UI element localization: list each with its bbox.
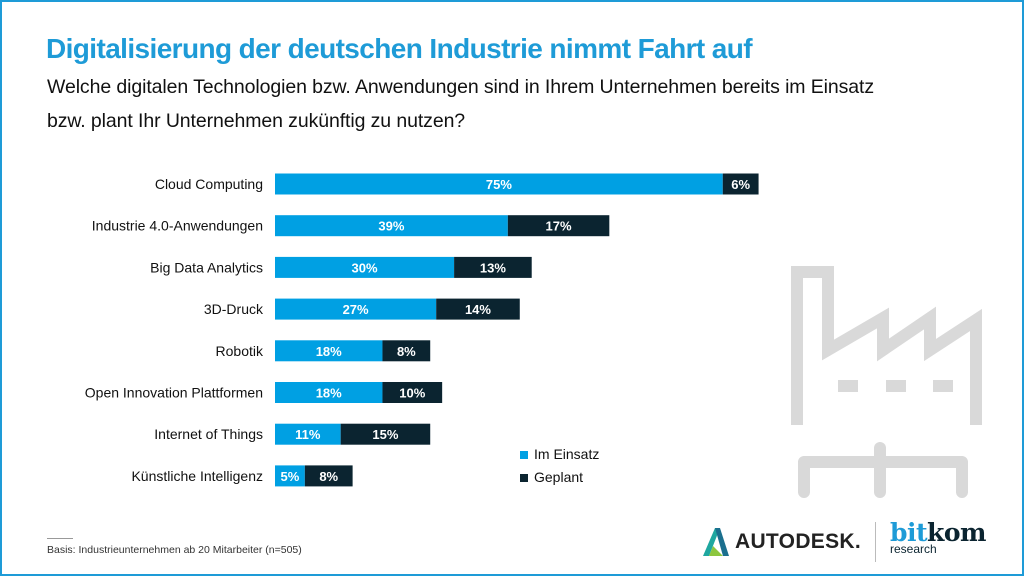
legend-swatch <box>520 451 528 460</box>
category-label: Open Innovation Plattformen <box>85 385 263 401</box>
autodesk-icon <box>703 528 729 556</box>
bar-im-einsatz <box>275 256 455 278</box>
bar-geplant <box>507 215 610 237</box>
page-title: Digitalisierung der deutschen Industrie … <box>46 33 753 64</box>
bar-geplant <box>382 340 431 362</box>
bar-im-einsatz <box>275 340 383 362</box>
data-label: 30% <box>352 260 378 275</box>
data-label: 75% <box>486 177 512 192</box>
data-label: 18% <box>316 344 342 359</box>
factory-icon <box>791 266 982 498</box>
bar-im-einsatz <box>275 423 341 445</box>
data-label: 14% <box>465 302 491 317</box>
footnote-divider <box>47 538 73 539</box>
category-label: Industrie 4.0-Anwendungen <box>92 218 263 234</box>
category-label: Cloud Computing <box>155 176 263 192</box>
legend-swatch <box>520 474 528 483</box>
bar-im-einsatz <box>275 298 437 320</box>
data-label: 8% <box>319 469 338 484</box>
bitkom-wordmark-b: kom <box>927 518 986 547</box>
data-label: 27% <box>343 302 369 317</box>
data-label: 17% <box>546 219 572 234</box>
logo-separator <box>875 522 876 562</box>
category-label: 3D-Druck <box>204 301 264 317</box>
legend-item-geplant: Geplant <box>520 469 583 485</box>
category-label: Robotik <box>216 343 264 359</box>
data-label: 11% <box>295 427 321 442</box>
subtitle-line-1: Welche digitalen Technologien bzw. Anwen… <box>47 76 875 98</box>
category-label: Künstliche Intelligenz <box>131 468 263 484</box>
legend-label: Im Einsatz <box>534 446 600 462</box>
bitkom-logo: bitkom research <box>890 518 986 556</box>
bitkom-research: research <box>890 542 937 556</box>
data-label: 6% <box>731 177 750 192</box>
bar-geplant <box>340 423 431 445</box>
category-label: Internet of Things <box>154 426 263 442</box>
data-label: 8% <box>397 344 416 359</box>
bar-geplant <box>382 382 443 403</box>
category-label: Big Data Analytics <box>150 259 263 275</box>
bitkom-wordmark-a: bit <box>890 518 928 547</box>
bar-im-einsatz <box>275 215 508 237</box>
bar-im-einsatz <box>275 173 723 195</box>
legend-item-im-einsatz: Im Einsatz <box>520 446 599 462</box>
footnote: Basis: Industrieunternehmen ab 20 Mitarb… <box>47 544 302 556</box>
bar-geplant <box>454 256 532 278</box>
data-label: 5% <box>281 469 300 484</box>
data-label: 18% <box>316 386 342 401</box>
bar-geplant <box>722 173 759 195</box>
bar-geplant <box>436 298 520 320</box>
data-label: 13% <box>480 260 506 275</box>
subtitle-line-2: bzw. plant Ihr Unternehmen zukünftig zu … <box>47 110 466 132</box>
bar-geplant <box>304 465 353 487</box>
bar-im-einsatz <box>275 382 383 403</box>
data-label: 15% <box>372 427 398 442</box>
data-label: 10% <box>399 386 425 401</box>
autodesk-wordmark: AUTODESK. <box>735 530 861 553</box>
bar-im-einsatz <box>275 465 305 487</box>
autodesk-logo: AUTODESK. <box>703 527 861 557</box>
data-label: 39% <box>378 219 404 234</box>
legend-label: Geplant <box>534 469 584 485</box>
